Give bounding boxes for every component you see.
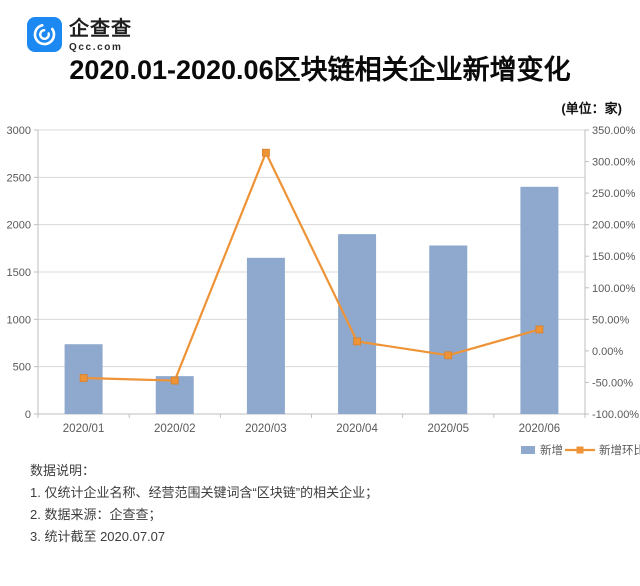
y-axis-right-label: 150.00% (592, 251, 636, 263)
unit-label: (单位：家) (561, 101, 622, 116)
bar (520, 186, 559, 414)
y-axis-right-label: -100.00% (592, 409, 639, 421)
x-axis-label: 2020/01 (63, 423, 105, 435)
trend-marker (353, 337, 361, 346)
y-axis-right-label: 350.00% (592, 125, 636, 137)
note-item: 3. 统计截至 2020.07.07 (30, 529, 166, 544)
data-notes: 数据说明： 1. 仅统计企业名称、经营范围关键词含“区块链”的相关企业； 2. … (30, 460, 378, 548)
legend-line-label: 新增环比 (599, 443, 640, 457)
notes-heading: 数据说明： (30, 463, 96, 478)
note-item: 2. 数据来源：企查查； (30, 507, 162, 522)
trend-marker (262, 148, 270, 157)
y-axis-left-label: 1000 (7, 314, 31, 326)
qcc-logo-name: 企查查 (69, 18, 132, 40)
legend-line-marker (576, 446, 584, 454)
trend-line (83, 151, 540, 382)
y-axis-left-label: 0 (25, 409, 31, 421)
x-axis-label: 2020/05 (427, 423, 469, 435)
y-axis-left-label: 1500 (7, 267, 31, 279)
y-axis-left-label: 500 (13, 362, 31, 374)
y-axis-right-label: 250.00% (592, 188, 636, 200)
y-axis-right-label: -50.00% (592, 377, 633, 389)
y-axis-left-label: 2500 (7, 172, 31, 184)
trend-marker (79, 374, 88, 382)
bar (338, 234, 377, 414)
x-axis-label: 2020/02 (154, 423, 196, 435)
chart-svg: 0 500 1000 1500 2000 2500 3000 -100.00% -50.00% 0… (7, 125, 640, 457)
y-axis-right-label: 0.00% (592, 346, 623, 358)
qcc-logo-text: 企查查 Qcc.com (69, 17, 132, 54)
x-axis-label: 2020/04 (336, 423, 378, 435)
y-axis-right-label: 300.00% (592, 157, 636, 169)
legend-bar-label: 新增 (540, 443, 563, 457)
legend-bar-swatch (521, 446, 535, 454)
bar (246, 257, 285, 414)
y-axis-left-label: 2000 (7, 220, 31, 232)
trend-marker (535, 325, 544, 334)
y-axis-left-label: 3000 (7, 125, 31, 137)
note-item: 1. 仅统计企业名称、经营范围关键词含“区块链”的相关企业； (30, 485, 379, 500)
bar (429, 245, 468, 414)
y-axis-right-label: 200.00% (592, 220, 636, 232)
qcc-logo-domain: Qcc.com (69, 42, 123, 53)
qcc-logo-icon (27, 17, 62, 52)
x-axis-label: 2020/03 (245, 423, 287, 435)
x-axis-label: 2020/06 (519, 423, 561, 435)
trend-marker (444, 351, 453, 360)
page-title: 2020.01-2020.06区块链相关企业新增变化 (69, 55, 571, 85)
trend-marker (170, 376, 179, 385)
qcc-logo: 企查查 Qcc.com (27, 17, 132, 54)
y-axis-right-label: 100.00% (592, 283, 636, 295)
y-axis-right-label: 50.00% (592, 314, 630, 326)
